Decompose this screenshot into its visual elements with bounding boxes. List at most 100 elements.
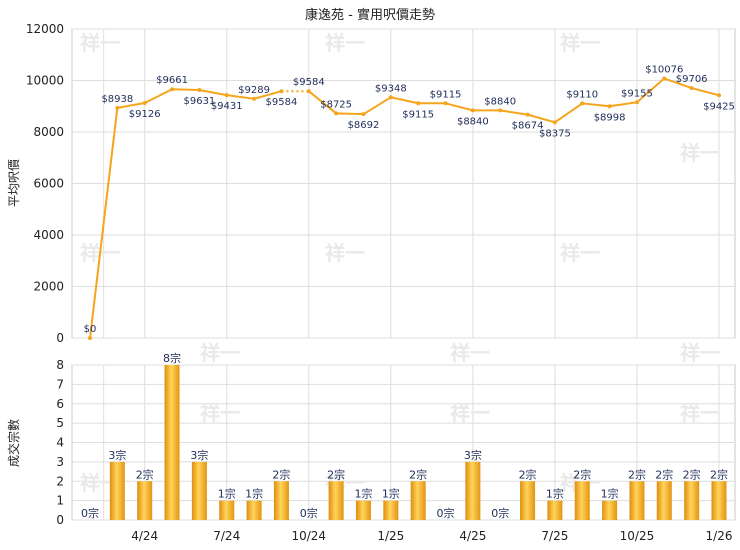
price-line-segment [691, 87, 720, 97]
x-tick-label: 4/24 [131, 529, 158, 543]
volume-bar [410, 481, 426, 520]
volume-bar [465, 461, 481, 520]
price-y-tick-label: 0 [56, 331, 64, 345]
price-point [416, 101, 421, 106]
volume-data-label: 1宗 [382, 487, 400, 501]
watermark: 祥一 [80, 31, 120, 55]
volume-y-tick-label: 0 [56, 513, 64, 527]
price-data-label: $9584 [266, 97, 298, 108]
volume-panel: 012345678祥一祥一祥一祥一祥一祥一0宗3宗2宗8宗3宗1宗1宗2宗0宗2… [56, 351, 736, 543]
volume-bar [520, 481, 536, 520]
volume-bar [191, 461, 207, 520]
volume-y-tick-label: 6 [56, 397, 64, 411]
price-point [115, 105, 120, 110]
price-data-label: $9155 [621, 88, 653, 99]
price-y-tick-label: 12000 [26, 22, 64, 36]
watermark: 祥一 [325, 31, 365, 55]
price-point [306, 89, 311, 94]
price-data-label: $9115 [402, 109, 434, 120]
volume-bar [711, 481, 727, 520]
watermark: 祥一 [200, 401, 240, 425]
volume-data-label: 1宗 [601, 487, 619, 501]
volume-data-label: 3宗 [190, 448, 208, 462]
x-tick-label: 10/25 [620, 529, 655, 543]
price-data-label: $8840 [484, 96, 516, 107]
price-point [689, 86, 694, 91]
volume-data-label: 1宗 [218, 487, 236, 501]
price-data-label: $9126 [129, 109, 161, 120]
volume-bar [383, 500, 399, 520]
price-line-segment [527, 113, 556, 124]
price-line-segment [253, 90, 282, 100]
watermark: 祥一 [560, 31, 600, 55]
x-tick-label: 7/24 [213, 529, 240, 543]
volume-y-tick-label: 2 [56, 474, 64, 488]
price-point [334, 111, 339, 116]
price-point [224, 93, 229, 98]
x-tick-label: 7/25 [541, 529, 568, 543]
watermark: 祥一 [200, 341, 240, 365]
volume-data-label: 2宗 [327, 467, 345, 481]
volume-bar [328, 481, 344, 520]
price-point [197, 88, 202, 93]
price-point [361, 112, 366, 117]
price-data-label: $8938 [101, 94, 133, 105]
price-y-axis-label: 平均呎價 [7, 159, 21, 207]
price-data-label: $9348 [375, 83, 407, 94]
price-data-label: $9661 [156, 75, 188, 86]
volume-data-label: 2宗 [272, 467, 290, 481]
watermark: 祥一 [325, 241, 365, 265]
price-line-segment [445, 102, 474, 112]
volume-data-label: 2宗 [519, 467, 537, 481]
volume-data-label: 2宗 [136, 467, 154, 481]
volume-data-label: 2宗 [710, 467, 728, 481]
volume-data-label: 0宗 [81, 506, 99, 520]
volume-data-label: 1宗 [546, 487, 564, 501]
price-point [607, 104, 612, 109]
volume-y-axis-label: 成交宗數 [6, 419, 21, 467]
price-data-label: $8840 [457, 116, 489, 127]
price-line-segment [390, 96, 419, 105]
volume-data-label: 3宗 [464, 448, 482, 462]
price-data-label: $8692 [348, 120, 380, 131]
price-line-segment [336, 112, 364, 116]
price-data-label: $9584 [293, 77, 325, 88]
price-y-tick-label: 4000 [33, 228, 64, 242]
volume-bar [574, 481, 590, 520]
volume-data-label: 0宗 [437, 506, 455, 520]
price-y-tick-label: 6000 [33, 177, 64, 191]
price-point [717, 93, 721, 98]
price-point [142, 101, 147, 106]
price-line-segment [199, 89, 227, 97]
volume-y-tick-label: 8 [56, 358, 64, 372]
volume-bar [137, 481, 153, 520]
volume-data-label: 2宗 [655, 467, 673, 481]
volume-data-label: 0宗 [300, 506, 318, 520]
volume-y-tick-label: 1 [56, 494, 64, 508]
price-data-label: $9115 [430, 89, 462, 100]
volume-y-tick-label: 7 [56, 377, 64, 391]
watermark: 祥一 [680, 401, 720, 425]
volume-bar [602, 500, 618, 520]
price-data-label: $8375 [539, 128, 571, 139]
price-data-label: $9431 [211, 101, 243, 112]
volume-data-label: 1宗 [354, 487, 372, 501]
volume-bar [273, 481, 289, 520]
price-data-label: $0 [84, 324, 97, 335]
volume-y-tick-label: 3 [56, 455, 64, 469]
watermark: 祥一 [680, 141, 720, 165]
price-data-label: $8674 [512, 121, 544, 132]
volume-data-label: 2宗 [573, 467, 591, 481]
volume-bar [219, 500, 235, 520]
price-point [634, 100, 639, 105]
price-data-label: $9289 [238, 85, 270, 96]
volume-bar [656, 481, 672, 520]
price-data-label: $8998 [594, 112, 626, 123]
volume-bar [355, 500, 371, 520]
price-point [662, 76, 667, 81]
volume-bar [684, 481, 700, 520]
price-y-tick-label: 10000 [26, 74, 64, 88]
volume-bar [547, 500, 563, 520]
volume-data-label: 3宗 [108, 448, 126, 462]
volume-data-label: 1宗 [245, 487, 263, 501]
